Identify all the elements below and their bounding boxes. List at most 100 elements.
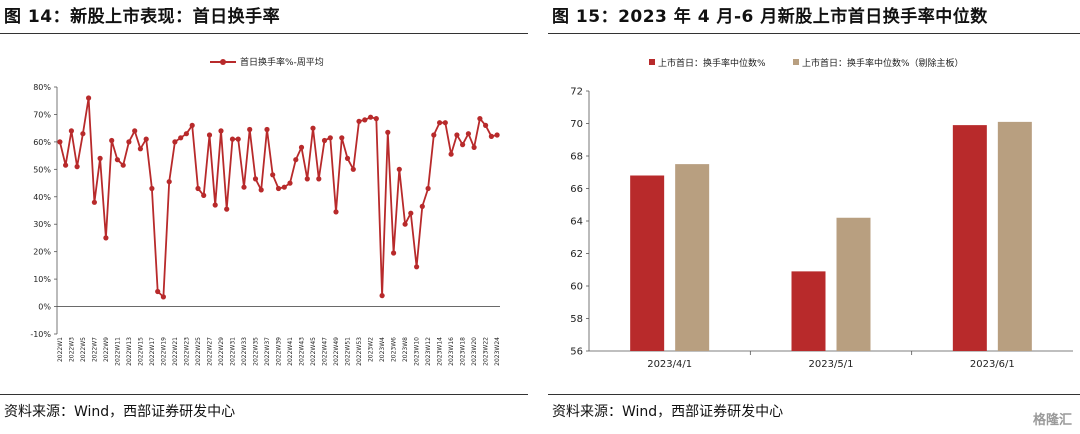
- x-tick-label: 2023W22: [483, 337, 490, 366]
- data-point: [327, 135, 333, 141]
- legend-label: 上市首日：换手率中位数%（剔除主板）: [802, 57, 964, 69]
- bar: [952, 125, 987, 351]
- x-tick-label: 2022W35: [252, 337, 259, 366]
- x-tick-label: 2022W49: [333, 337, 340, 366]
- legend-label: 首日换手率%-周平均: [240, 56, 324, 68]
- data-point: [316, 176, 322, 182]
- left-figure-panel: 图 14：新股上市表现：首日换手率 首日换手率%-周平均 -10% 0% 10% 20%…: [0, 0, 528, 434]
- data-point: [160, 294, 166, 300]
- data-point: [68, 128, 74, 134]
- legend-marker-swatch: [220, 59, 226, 65]
- x-tick-label: 2022W25: [195, 337, 202, 366]
- data-point: [408, 210, 414, 216]
- data-point: [483, 122, 489, 128]
- y-tick-label: 66: [570, 184, 583, 195]
- data-point: [57, 139, 63, 145]
- data-point: [252, 176, 259, 182]
- data-point: [264, 126, 270, 133]
- data-point: [298, 144, 305, 150]
- data-point: [97, 155, 103, 161]
- data-point: [126, 139, 132, 145]
- y-tick-label: 58: [570, 314, 583, 325]
- legend-label: 上市首日：换手率中位数%: [658, 57, 766, 69]
- data-point: [86, 95, 92, 101]
- y-tick-label: 60: [570, 282, 583, 293]
- data-point: [218, 128, 224, 134]
- x-tick-label: 2022W53: [356, 337, 363, 366]
- x-tick-label: 2022W29: [218, 337, 225, 366]
- y-tick-label: 40%: [33, 193, 51, 202]
- data-point: [431, 132, 437, 138]
- x-tick-label: 2023W4: [379, 337, 386, 362]
- y-tick-label: 64: [570, 217, 583, 228]
- x-tick-label: 2023W24: [494, 337, 501, 366]
- data-point: [373, 116, 379, 122]
- x-tick-label: 2023W16: [448, 337, 455, 366]
- x-tick-label: 2022W1: [57, 337, 64, 362]
- x-tick-label: 2022W21: [172, 337, 179, 366]
- data-point: [201, 192, 207, 198]
- legend-swatch-excl-main-board: [793, 59, 799, 65]
- bar: [675, 164, 710, 351]
- data-point: [293, 157, 299, 163]
- data-point: [465, 131, 471, 137]
- right-top-rule: [548, 33, 1080, 34]
- bar: [997, 121, 1032, 351]
- left-bottom-rule: [0, 394, 528, 395]
- legend-swatch-median: [649, 59, 655, 65]
- data-point: [310, 125, 316, 131]
- data-point: [425, 185, 431, 192]
- x-tick-label: 2022W15: [137, 337, 144, 366]
- x-tick-label: 2022W19: [160, 337, 167, 366]
- data-point: [229, 136, 236, 142]
- y-tick-label: 68: [570, 152, 583, 163]
- data-point: [448, 151, 454, 157]
- y-tick-label: 20%: [33, 248, 51, 257]
- y-tick-label: 70: [570, 119, 583, 130]
- x-tick-label: 2023W6: [391, 337, 398, 362]
- y-tick-label: -10%: [30, 330, 51, 339]
- x-tick-label: 2022W9: [103, 337, 110, 362]
- data-point: [356, 118, 362, 124]
- y-tick-label: 56: [570, 347, 583, 358]
- y-tick-label: 70%: [33, 110, 51, 119]
- x-tick-label: 2022W17: [149, 337, 156, 366]
- x-tick-label: 2022W45: [310, 337, 317, 366]
- data-point: [241, 184, 247, 190]
- data-point: [437, 120, 443, 126]
- x-tick-label: 2023W14: [437, 337, 444, 366]
- legend: 首日换手率%-周平均: [210, 56, 324, 68]
- y-tick-label: 0%: [38, 303, 51, 312]
- data-point: [477, 116, 483, 122]
- data-point: [379, 293, 385, 299]
- data-point: [471, 144, 477, 150]
- data-point: [235, 136, 241, 142]
- data-point: [442, 120, 448, 126]
- right-bottom-rule: [548, 394, 1080, 395]
- x-tick-label: 2022W23: [183, 337, 190, 366]
- y-tick-label: 72: [570, 87, 583, 98]
- data-point: [402, 221, 408, 227]
- y-tick-label: 10%: [33, 275, 51, 284]
- right-source-note: 资料来源：Wind，西部证券研发中心: [552, 404, 784, 420]
- data-point: [103, 235, 109, 241]
- right-figure-panel: 图 15：2023 年 4 月-6 月新股上市首日换手率中位数 上市首日：换手率…: [548, 0, 1080, 434]
- data-point: [137, 146, 143, 152]
- data-point: [172, 139, 178, 145]
- data-point: [368, 114, 374, 120]
- data-point: [195, 185, 201, 192]
- data-point: [287, 180, 293, 186]
- data-point: [333, 209, 339, 215]
- y-tick-label: 62: [570, 249, 583, 260]
- x-tick-label: 2022W3: [68, 337, 75, 362]
- data-point: [414, 264, 420, 270]
- left-figure-title: 图 14：新股上市表现：首日换手率: [4, 7, 281, 27]
- data-point: [212, 202, 218, 208]
- data-point: [281, 184, 287, 190]
- data-point: [419, 203, 425, 209]
- bar: [791, 271, 826, 351]
- x-tick-label: 2023W12: [425, 337, 432, 366]
- y-tick-label: 30%: [33, 220, 51, 229]
- x-tick-label: 2022W31: [229, 337, 236, 366]
- data-point: [304, 176, 310, 182]
